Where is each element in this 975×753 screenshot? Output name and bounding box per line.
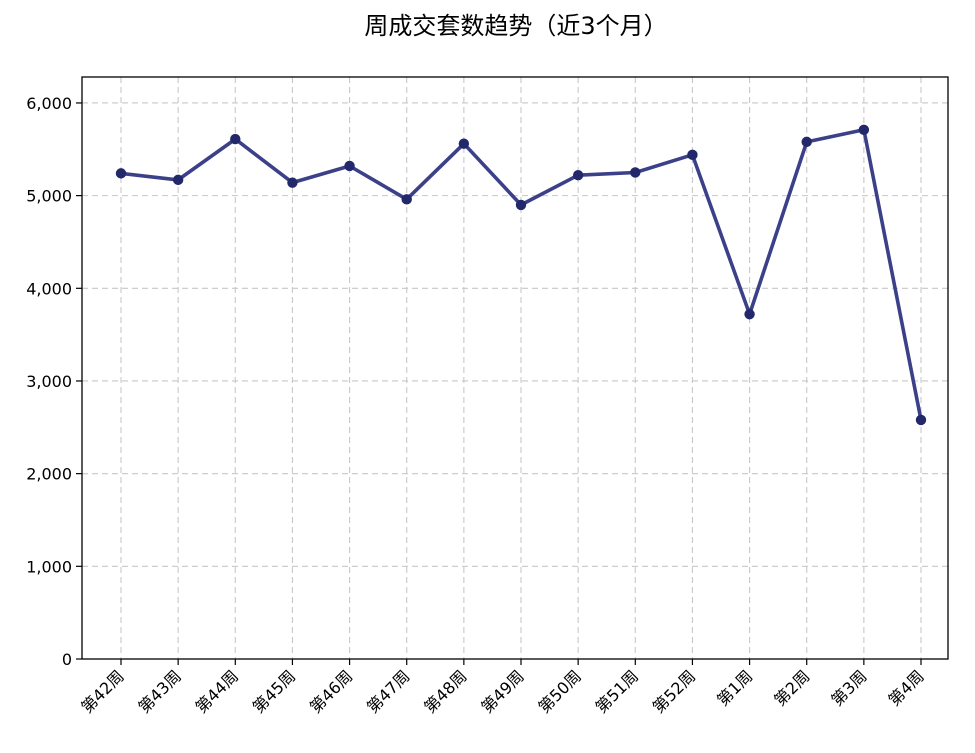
- y-tick-label: 6,000: [26, 94, 72, 113]
- y-tick-label: 5,000: [26, 187, 72, 206]
- x-tick-label: 第46周: [306, 666, 356, 716]
- x-tick-label: 第47周: [363, 666, 413, 716]
- y-tick-label: 0: [62, 650, 72, 669]
- x-tick-label: 第44周: [192, 666, 242, 716]
- data-point-marker: [915, 414, 927, 426]
- data-point-marker: [287, 177, 298, 188]
- data-point-marker: [401, 194, 412, 205]
- y-tick-label: 1,000: [26, 557, 72, 576]
- x-tick-label: 第48周: [420, 666, 470, 716]
- y-tick-label: 3,000: [26, 372, 72, 391]
- x-tick-label: 第45周: [249, 666, 299, 716]
- x-tick-label: 第1周: [713, 666, 756, 709]
- x-tick-label: 第52周: [649, 666, 699, 716]
- grid-lines: [82, 77, 948, 660]
- x-tick-label: 第4周: [885, 666, 928, 709]
- x-tick-label: 第49周: [477, 666, 527, 716]
- series-line: [119, 128, 923, 422]
- x-tick-label: 第42周: [77, 666, 127, 716]
- data-point-marker: [515, 199, 527, 211]
- data-point-marker: [801, 136, 812, 148]
- y-tick-label: 4,000: [26, 279, 72, 298]
- y-tick-label: 2,000: [26, 465, 72, 484]
- data-point-marker: [458, 138, 470, 149]
- data-point-marker: [230, 133, 241, 145]
- data-point-marker: [687, 149, 698, 161]
- data-point-marker: [172, 174, 184, 186]
- chart-title: 周成交套数趋势（近3个月）: [364, 12, 667, 40]
- data-point-marker: [344, 160, 355, 172]
- plot-area-frame: [81, 76, 949, 660]
- data-point-marker: [744, 309, 755, 320]
- data-point-marker: [630, 167, 641, 178]
- x-tick-label: 第43周: [135, 666, 185, 716]
- x-tick-label: 第3周: [827, 666, 870, 709]
- x-tick-label: 第2周: [770, 666, 813, 709]
- x-tick-label: 第51周: [592, 666, 642, 716]
- series-layer: [115, 124, 927, 426]
- data-point-marker: [858, 124, 870, 136]
- data-point-marker: [572, 170, 584, 181]
- data-point-marker: [115, 168, 127, 179]
- x-tick-label: 第50周: [535, 666, 585, 716]
